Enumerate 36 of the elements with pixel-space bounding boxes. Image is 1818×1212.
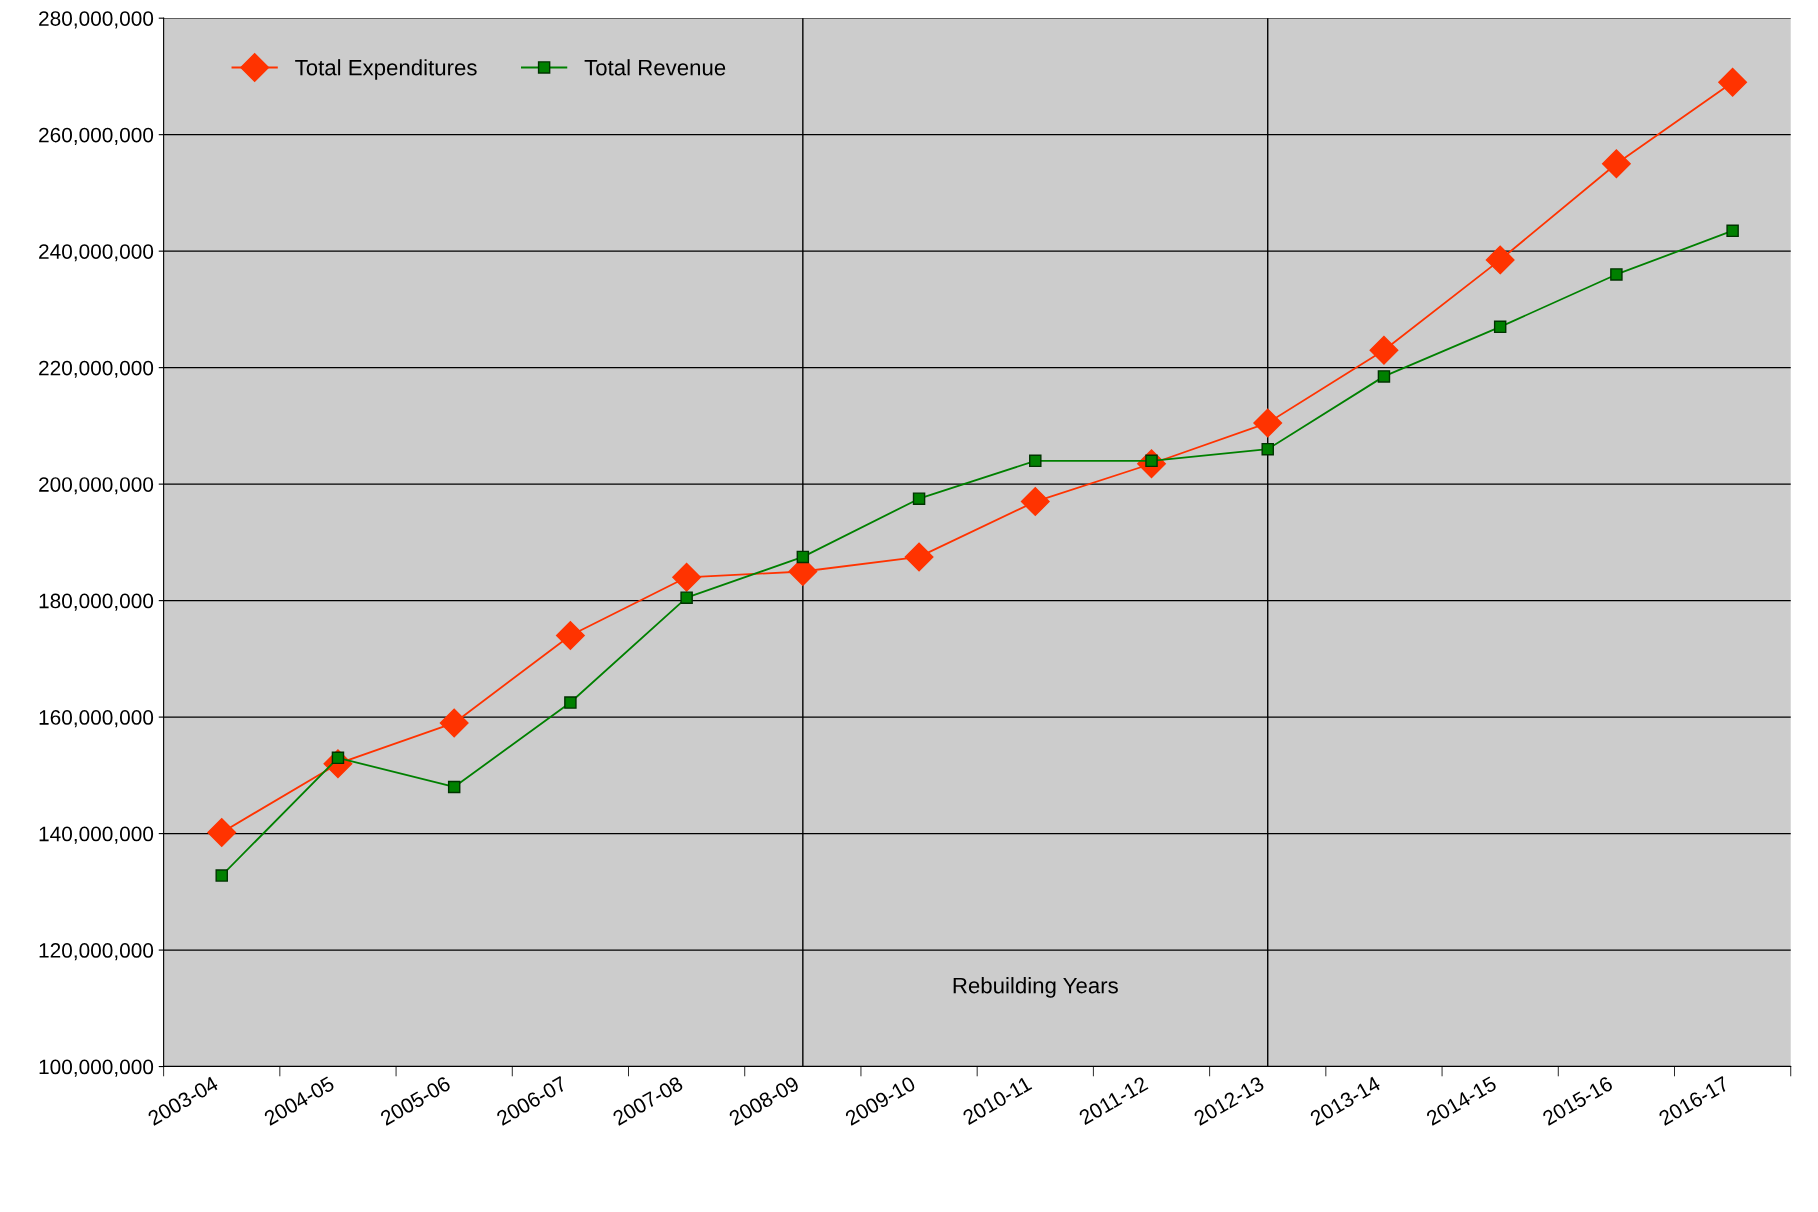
point — [1377, 370, 1391, 383]
point — [1020, 487, 1050, 517]
point — [555, 621, 585, 651]
y-tick-label: 240,000,000 — [39, 244, 154, 262]
y-tick-label: 100,000,000 — [39, 1059, 154, 1077]
point — [1261, 442, 1274, 456]
y-tick-label: 200,000,000 — [39, 477, 154, 495]
y-tick-label: 220,000,000 — [39, 360, 154, 378]
legend-label: Total Expenditures — [295, 59, 477, 80]
point — [904, 542, 934, 572]
y-tick-label: 260,000,000 — [39, 127, 154, 145]
point — [215, 869, 228, 882]
y-tick-label: 140,000,000 — [39, 826, 154, 844]
point — [796, 550, 810, 564]
point — [672, 562, 702, 592]
annotation: Rebuilding Years — [953, 977, 1118, 998]
point — [1610, 268, 1623, 281]
point — [207, 817, 237, 847]
point — [447, 780, 461, 794]
y-tick-label: 160,000,000 — [39, 710, 154, 728]
point — [1493, 320, 1507, 334]
point — [1726, 224, 1739, 238]
point — [1369, 335, 1399, 365]
point — [680, 591, 693, 604]
point — [564, 696, 577, 709]
point — [1253, 408, 1283, 438]
point — [1029, 454, 1042, 468]
y-tick-label: 120,000,000 — [39, 943, 154, 961]
legend-label: Total Revenue — [584, 59, 726, 76]
point — [1485, 245, 1515, 275]
point — [439, 708, 469, 738]
point — [1718, 67, 1748, 97]
point — [912, 492, 926, 505]
point — [1601, 149, 1631, 179]
y-tick-label: 180,000,000 — [39, 593, 154, 611]
y-tick-label: 280,000,000 — [39, 11, 154, 29]
